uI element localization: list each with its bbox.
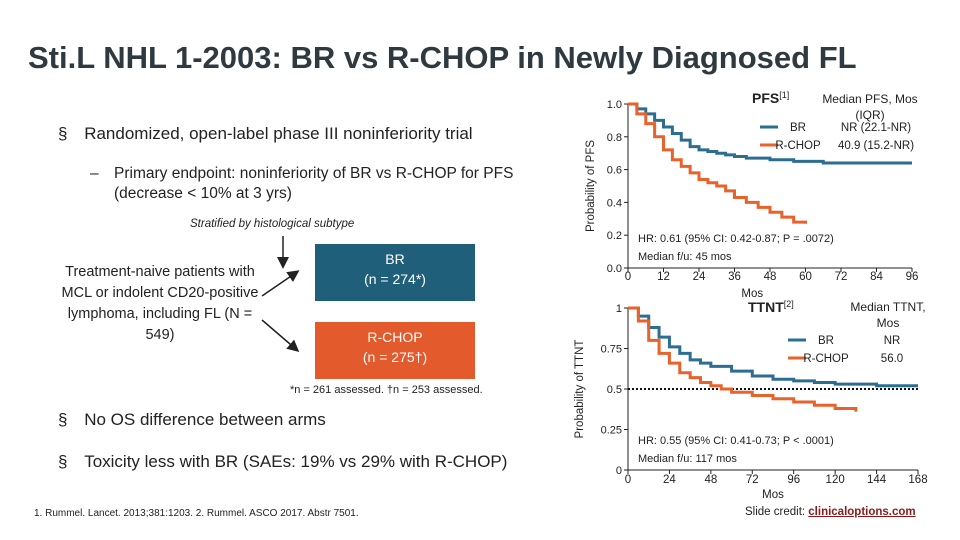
- legend-median: 40.9 (15.2-NR): [838, 140, 914, 152]
- hazard-ratio-annotation: HR: 0.55 (95% CI: 0.41-0.73; P < .0001): [638, 435, 834, 447]
- bullet-os-text: No OS difference between arms: [84, 410, 326, 429]
- chart-title: PFS[1]: [752, 90, 789, 106]
- assessed-note: *n = 261 assessed. †n = 253 assessed.: [290, 384, 483, 396]
- sub-bullet-dash: –: [90, 165, 99, 182]
- bullet-toxicity-text: Toxicity less with BR (SAEs: 19% vs 29% …: [84, 452, 508, 471]
- legend-median: NR: [884, 335, 901, 347]
- slide-credit: Slide credit: clinicaloptions.com: [745, 506, 916, 518]
- x-tick-label: 60: [799, 271, 812, 283]
- legend-name: BR: [790, 122, 806, 134]
- y-tick-label: 1: [616, 303, 622, 315]
- legend-header-line1: Median PFS, Mos: [822, 92, 917, 106]
- y-tick-label: 1.0: [607, 99, 622, 111]
- br-arm-name: BR: [385, 251, 405, 267]
- y-tick-label: 0.2: [607, 230, 622, 242]
- x-tick-label: 0: [625, 474, 631, 486]
- legend-header-line2: Mos: [877, 316, 900, 330]
- x-tick-label: 96: [787, 474, 800, 486]
- rchop-arm-n: (n = 275†): [362, 349, 428, 365]
- slide-credit-prefix: Slide credit:: [745, 506, 809, 518]
- legend-name: R-CHOP: [803, 353, 849, 365]
- y-tick-label: 0.5: [607, 384, 622, 396]
- x-tick-label: 24: [663, 474, 676, 486]
- y-tick-label: 0.0: [607, 263, 622, 275]
- y-axis-label: Probability of PFS: [585, 140, 597, 232]
- bullet-os: § No OS difference between arms: [58, 410, 326, 430]
- rchop-arm-name: R-CHOP: [367, 329, 423, 345]
- bullet-glyph: §: [58, 410, 68, 429]
- series-line-br: [628, 306, 918, 388]
- hazard-ratio-annotation: HR: 0.61 (95% CI: 0.42-0.87; P = .0072): [638, 233, 834, 245]
- y-tick-label: 0.4: [607, 197, 622, 209]
- series-line-br: [628, 102, 912, 165]
- bullet-toxicity: § Toxicity less with BR (SAEs: 19% vs 29…: [58, 452, 507, 472]
- legend-median: 56.0: [881, 353, 903, 365]
- patients-description: Treatment-naive patients with MCL or ind…: [61, 264, 259, 343]
- x-tick-label: 36: [728, 271, 741, 283]
- legend-header-line1: Median TTNT,: [850, 300, 925, 314]
- legend-name: R-CHOP: [775, 140, 821, 152]
- x-tick-label: 168: [908, 474, 927, 486]
- x-tick-label: 12: [657, 271, 670, 283]
- followup-annotation: Median f/u: 45 mos: [638, 251, 732, 263]
- x-tick-label: 48: [704, 474, 717, 486]
- bullet-glyph: §: [58, 124, 68, 143]
- x-tick-label: 120: [826, 474, 845, 486]
- y-tick-label: 0: [616, 465, 622, 477]
- references: 1. Rummel. Lancet. 2013;381:1203. 2. Rum…: [34, 508, 359, 519]
- to-br-arrow: [261, 270, 300, 297]
- legend-header-line2: (IQR): [855, 108, 884, 122]
- br-arm-n: (n = 274*): [364, 271, 426, 287]
- x-tick-label: 0: [625, 271, 631, 283]
- to-rchop-arrow: [261, 319, 300, 352]
- series-line-rchop: [628, 306, 858, 412]
- slide-credit-link[interactable]: clinicaloptions.com: [808, 506, 916, 518]
- stratified-label: Stratified by histological subtype: [190, 218, 355, 230]
- slide-title: Sti.L NHL 1-2003: BR vs R-CHOP in Newly …: [28, 40, 857, 75]
- y-tick-label: 0.8: [607, 132, 622, 144]
- y-axis-label: Probability of TTNT: [574, 340, 586, 439]
- x-tick-label: 96: [906, 271, 919, 283]
- bullet-design: § Randomized, open-label phase III nonin…: [58, 124, 473, 144]
- legend-median: NR (22.1-NR): [841, 122, 911, 134]
- series-line-rchop: [628, 102, 807, 224]
- x-tick-label: 144: [867, 474, 887, 486]
- y-tick-label: 0.25: [601, 425, 622, 437]
- y-tick-label: 0.6: [607, 165, 622, 177]
- sub-bullet-endpoint: Primary endpoint: noninferiority of BR v…: [114, 165, 514, 202]
- x-tick-label: 72: [835, 271, 848, 283]
- br-arm-box: BR (n = 274*): [315, 244, 475, 301]
- x-tick-label: 72: [746, 474, 759, 486]
- x-tick-label: 48: [764, 271, 777, 283]
- followup-annotation: Median f/u: 117 mos: [638, 453, 737, 465]
- x-axis-label: Mos: [741, 288, 763, 300]
- x-tick-label: 84: [870, 271, 883, 283]
- y-tick-label: 0.75: [601, 344, 622, 356]
- x-axis-label: Mos: [762, 489, 784, 501]
- bullet-glyph: §: [58, 452, 68, 471]
- x-tick-label: 24: [693, 271, 706, 283]
- legend-name: BR: [818, 335, 834, 347]
- bullet-design-text: Randomized, open-label phase III noninfe…: [84, 124, 473, 143]
- chart-title: TTNT[2]: [748, 299, 794, 315]
- rchop-arm-box: R-CHOP (n = 275†): [315, 322, 475, 379]
